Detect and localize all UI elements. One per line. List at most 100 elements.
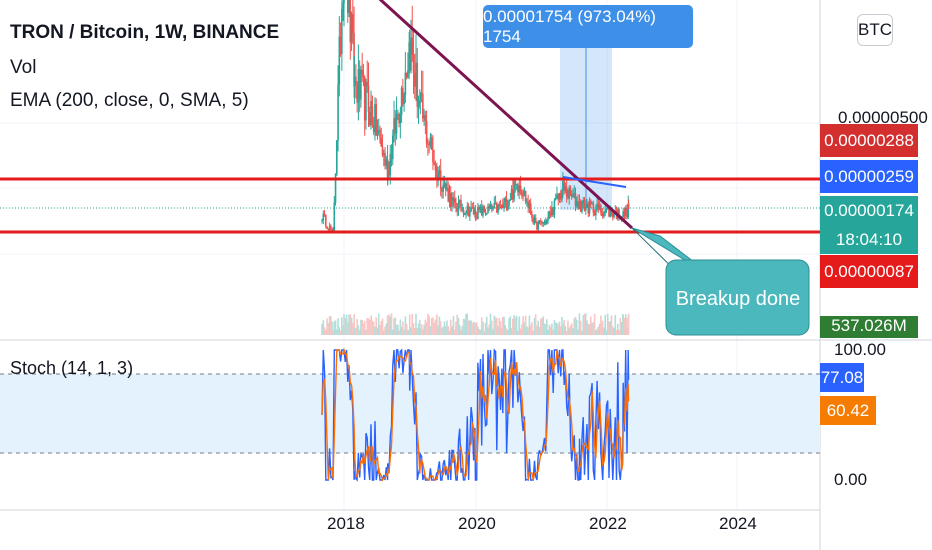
- candle-body[interactable]: [323, 213, 326, 215]
- candle-body[interactable]: [363, 77, 366, 121]
- candle-body[interactable]: [475, 217, 478, 219]
- candle-body[interactable]: [430, 137, 433, 151]
- candle-body[interactable]: [465, 212, 467, 215]
- candle-body[interactable]: [544, 221, 547, 224]
- candle-body[interactable]: [582, 199, 585, 204]
- candle-body[interactable]: [517, 184, 519, 193]
- candle-body[interactable]: [572, 195, 574, 198]
- callout-box[interactable]: [665, 259, 810, 336]
- candle-body[interactable]: [588, 200, 591, 214]
- candle-body[interactable]: [543, 221, 546, 223]
- candle-body[interactable]: [398, 113, 400, 124]
- candle-body[interactable]: [537, 222, 540, 230]
- candle-body[interactable]: [575, 201, 578, 207]
- candle-body[interactable]: [470, 207, 472, 212]
- candle-body[interactable]: [372, 125, 375, 133]
- candle-body[interactable]: [420, 92, 423, 95]
- candle-body[interactable]: [346, 0, 349, 14]
- candle-body[interactable]: [337, 84, 339, 141]
- candle-body[interactable]: [385, 159, 388, 166]
- candle-body[interactable]: [496, 203, 498, 213]
- candle-body[interactable]: [536, 222, 538, 230]
- candle-body[interactable]: [467, 205, 470, 217]
- candle-body[interactable]: [353, 76, 356, 87]
- candle-body[interactable]: [604, 210, 606, 213]
- candle-body[interactable]: [404, 72, 407, 95]
- candle-body[interactable]: [455, 202, 457, 209]
- candle-body[interactable]: [379, 130, 381, 139]
- candle-body[interactable]: [436, 166, 438, 180]
- candle-body[interactable]: [515, 184, 518, 186]
- candle-body[interactable]: [428, 144, 430, 146]
- candle-body[interactable]: [377, 130, 380, 132]
- candle-body[interactable]: [349, 0, 352, 43]
- candle-body[interactable]: [413, 73, 416, 87]
- candle-body[interactable]: [357, 69, 360, 103]
- candle-body[interactable]: [608, 208, 610, 217]
- candle-body[interactable]: [333, 202, 336, 233]
- candle-body[interactable]: [512, 189, 514, 200]
- candle-body[interactable]: [367, 85, 370, 112]
- candle-body[interactable]: [492, 207, 494, 210]
- candle-body[interactable]: [327, 228, 330, 230]
- candle-body[interactable]: [418, 100, 421, 104]
- candle-body[interactable]: [389, 153, 392, 176]
- candle-body[interactable]: [352, 14, 354, 34]
- volume-legend[interactable]: Vol: [10, 57, 37, 78]
- candle-body[interactable]: [505, 198, 508, 210]
- candle-body[interactable]: [510, 189, 513, 200]
- candle-body[interactable]: [432, 150, 434, 163]
- candle-body[interactable]: [591, 203, 593, 205]
- candle-body[interactable]: [348, 0, 350, 14]
- candle-body[interactable]: [338, 36, 341, 85]
- candle-body[interactable]: [524, 190, 527, 202]
- candle-body[interactable]: [331, 229, 333, 231]
- candle-body[interactable]: [390, 153, 393, 160]
- candle-body[interactable]: [613, 214, 615, 218]
- candle-body[interactable]: [460, 200, 462, 210]
- candle-body[interactable]: [603, 212, 605, 217]
- candle-body[interactable]: [552, 207, 554, 215]
- candle-body[interactable]: [472, 208, 475, 215]
- candle-body[interactable]: [405, 72, 408, 78]
- candle-body[interactable]: [488, 206, 491, 209]
- candle-body[interactable]: [605, 208, 608, 211]
- candle-body[interactable]: [553, 200, 556, 215]
- candle-body[interactable]: [447, 188, 450, 202]
- candle-body[interactable]: [437, 174, 439, 180]
- candle-body[interactable]: [539, 220, 542, 223]
- candle-body[interactable]: [623, 211, 626, 216]
- candle-body[interactable]: [573, 193, 576, 196]
- candle-body[interactable]: [376, 131, 379, 136]
- candle-body[interactable]: [494, 203, 497, 205]
- candle-body[interactable]: [463, 214, 466, 216]
- measure-label[interactable]: 0.00001754 (973.04%) 1754: [483, 5, 693, 48]
- candle-body[interactable]: [513, 180, 515, 200]
- candle-body[interactable]: [442, 184, 444, 192]
- candle-body[interactable]: [504, 198, 507, 203]
- candle-body[interactable]: [501, 204, 504, 209]
- candle-body[interactable]: [446, 188, 448, 190]
- chart-title[interactable]: TRON / Bitcoin, 1W, BINANCE: [10, 22, 280, 43]
- candle-body[interactable]: [412, 54, 415, 74]
- candle-body[interactable]: [533, 217, 536, 224]
- candle-body[interactable]: [457, 202, 460, 212]
- candle-body[interactable]: [325, 214, 327, 227]
- candle-body[interactable]: [606, 208, 609, 210]
- candle-body[interactable]: [522, 195, 524, 197]
- candle-body[interactable]: [546, 219, 548, 224]
- candle-body[interactable]: [627, 203, 630, 218]
- candle-body[interactable]: [526, 201, 528, 203]
- candle-body[interactable]: [497, 204, 499, 213]
- candle-body[interactable]: [397, 113, 399, 115]
- candle-body[interactable]: [370, 101, 372, 107]
- candle-body[interactable]: [443, 183, 446, 185]
- candle-body[interactable]: [557, 194, 560, 200]
- candle-body[interactable]: [466, 205, 469, 213]
- candle-body[interactable]: [362, 73, 365, 78]
- callout-label[interactable]: Breakup done: [675, 287, 801, 310]
- candle-body[interactable]: [519, 185, 522, 192]
- candle-body[interactable]: [542, 222, 545, 224]
- candle-body[interactable]: [478, 207, 480, 210]
- candle-body[interactable]: [417, 103, 420, 107]
